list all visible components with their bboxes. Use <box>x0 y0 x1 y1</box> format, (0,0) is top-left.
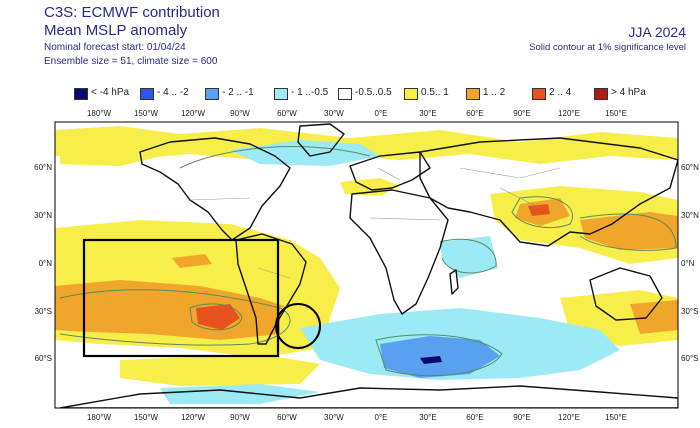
legend-label: 1 .. 2 <box>483 87 506 98</box>
anomaly-yellow-arctic-patch <box>60 144 170 166</box>
anomaly-orange-pacific <box>580 212 678 250</box>
legend-label: 2 .. 4 <box>549 87 572 98</box>
legend-swatch <box>74 88 88 100</box>
asia <box>419 137 678 247</box>
anomaly-yellow-europe <box>340 178 400 196</box>
greenland <box>297 123 345 157</box>
longitude-label: 180°W <box>87 413 112 422</box>
australia <box>589 267 663 321</box>
legend-swatch <box>532 88 546 100</box>
anomaly-orange-nh-patch <box>172 254 212 268</box>
anomaly-cyan-north <box>230 140 380 166</box>
north-america <box>139 137 291 241</box>
map-frame <box>54 121 679 409</box>
legend-label: - 2 .. -1 <box>222 87 254 98</box>
antarctica <box>59 385 678 408</box>
madagascar <box>449 269 459 295</box>
significance-note: Solid contour at 1% significance level <box>529 42 686 53</box>
legend-label: 0.5.. 1 <box>421 87 449 98</box>
longitude-label: 90°E <box>513 109 530 118</box>
longitude-label: 150°W <box>134 109 159 118</box>
latitude-label: 0°N <box>39 259 53 268</box>
mslp-anomaly-map: 180°W 180°W 150°W 150°W 120°W 120°W 90°W 90°W 60… <box>34 109 699 422</box>
longitude-label: 60°E <box>466 109 483 118</box>
legend-swatch <box>404 88 418 100</box>
longitude-label: 60°W <box>277 413 297 422</box>
legend-label: > 4 hPa <box>611 87 646 98</box>
longitude-label: 60°E <box>466 413 483 422</box>
longitude-label: 120°E <box>558 413 580 422</box>
longitude-label: 60°W <box>277 109 297 118</box>
legend-swatch <box>205 88 219 100</box>
longitude-label: 0°E <box>375 109 388 118</box>
longitude-label: 30°E <box>419 109 436 118</box>
forecast-start: Nominal forecast start: 01/04/24 <box>44 42 186 53</box>
anomaly-cyan-indian <box>440 236 498 278</box>
anomaly-red-south-pacific <box>196 304 240 330</box>
ensemble-size: Ensemble size = 51, climate size = 600 <box>44 56 218 67</box>
anomaly-yellow-north-band <box>55 126 678 164</box>
europe <box>349 151 431 191</box>
longitude-label: 30°W <box>324 413 344 422</box>
longitude-label: 180°W <box>87 109 112 118</box>
latitude-label: 30°S <box>35 307 52 316</box>
highlight-circle-south-atlantic <box>275 303 321 349</box>
legend-swatch <box>338 88 352 100</box>
significance-contours <box>59 146 677 377</box>
longitude-label: 120°E <box>558 109 580 118</box>
longitude-label: 90°W <box>230 413 250 422</box>
latitude-label: 60°N <box>34 163 52 172</box>
anomaly-orange-south-pacific <box>55 280 290 340</box>
anomaly-cyan-antarctic <box>160 384 320 404</box>
latitude-label: 30°S <box>681 307 698 316</box>
latitude-label: 60°N <box>681 163 699 172</box>
legend-swatch <box>140 88 154 100</box>
latitude-label: 30°N <box>34 211 52 220</box>
longitude-label: 0°E <box>375 413 388 422</box>
highlight-box-south-pacific <box>82 238 280 358</box>
longitude-label: 30°E <box>419 413 436 422</box>
longitude-label: 150°E <box>605 413 627 422</box>
anomaly-darkblue-core <box>420 356 442 364</box>
anomaly-orange-spot-asia <box>528 204 550 216</box>
legend-label: -0.5..0.5 <box>355 87 392 98</box>
season-label: JJA 2024 <box>628 24 686 40</box>
legend-swatch <box>274 88 288 100</box>
latitude-label: 60°S <box>35 354 52 363</box>
anomaly-yellow-far-south <box>120 354 320 386</box>
legend-label: - 1 ..-0.5 <box>291 87 329 98</box>
longitude-label: 150°E <box>605 109 627 118</box>
legend-swatch <box>466 88 480 100</box>
latitude-label: 60°S <box>681 354 698 363</box>
legend-swatch <box>594 88 608 100</box>
longitude-labels: 180°W 180°W 150°W 150°W 120°W 120°W 90°W 90°W 60… <box>87 109 627 422</box>
chart-subtitle: Mean MSLP anomaly <box>44 22 188 39</box>
legend-label: < -4 hPa <box>91 87 130 98</box>
latitude-label: 30°N <box>681 211 699 220</box>
chart-title: C3S: ECMWF contribution <box>44 4 220 21</box>
legend-label: - 4 .. -2 <box>157 87 189 98</box>
latitude-label: 0°N <box>681 259 695 268</box>
longitude-label: 90°W <box>230 109 250 118</box>
longitude-label: 120°W <box>181 109 206 118</box>
country-borders <box>189 167 561 279</box>
longitude-label: 150°W <box>134 413 159 422</box>
longitude-label: 120°W <box>181 413 206 422</box>
longitude-label: 30°W <box>324 109 344 118</box>
latitude-labels: 60°N 60°N 30°N 30°N 0°N 0°N 30°S 30°S 60°S 60°S <box>34 163 699 363</box>
longitude-label: 90°E <box>513 413 530 422</box>
anomaly-orange-australia-south <box>630 300 678 334</box>
